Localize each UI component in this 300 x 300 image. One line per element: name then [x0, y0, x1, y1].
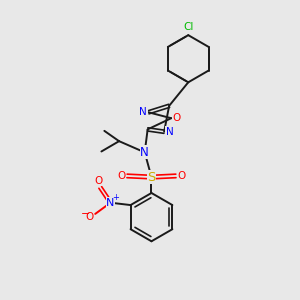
Text: +: + — [112, 193, 119, 202]
Text: −: − — [81, 209, 91, 220]
Text: N: N — [140, 107, 147, 117]
Text: N: N — [140, 146, 149, 159]
Text: N: N — [106, 198, 115, 208]
Text: O: O — [177, 171, 185, 181]
Text: O: O — [94, 176, 103, 186]
Text: O: O — [172, 113, 181, 123]
Text: O: O — [85, 212, 94, 222]
Text: Cl: Cl — [183, 22, 194, 32]
Text: O: O — [118, 171, 126, 181]
Text: S: S — [147, 171, 156, 184]
Text: N: N — [166, 127, 173, 137]
